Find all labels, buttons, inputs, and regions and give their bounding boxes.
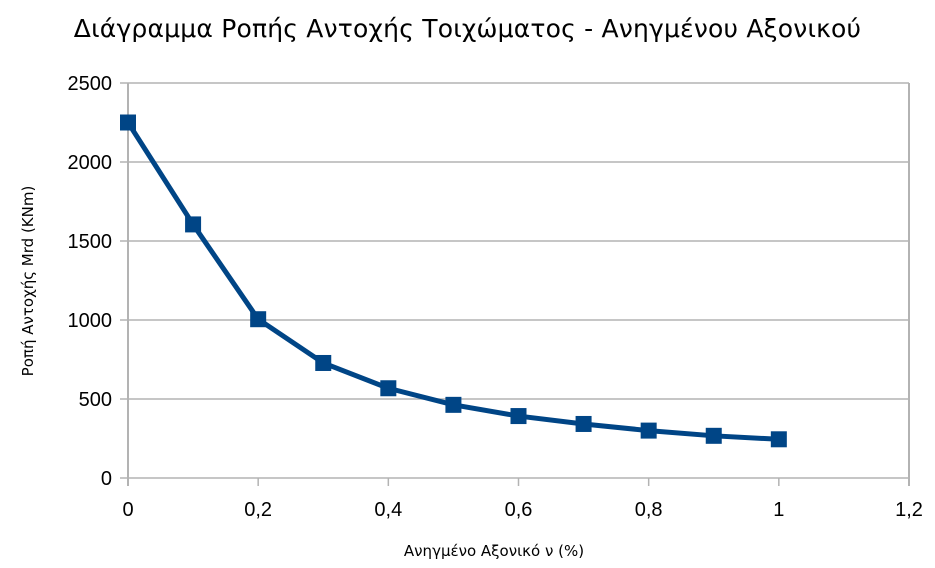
data-point-marker (640, 422, 657, 439)
y-tick-label: 1500 (68, 231, 113, 253)
x-tick-label: 1 (773, 499, 784, 521)
data-point-marker (250, 311, 267, 328)
data-point-marker (770, 431, 787, 448)
data-point-marker (705, 427, 722, 444)
x-tick-label: 0,6 (505, 499, 533, 521)
x-axis-ticks: 0 0,2 0,4 0,6 0,8 1 1,2 (122, 478, 923, 521)
y-tick-label: 2500 (68, 73, 113, 95)
y-tick-label: 1000 (68, 310, 113, 332)
series-line (125, 121, 779, 442)
data-series (120, 114, 787, 448)
y-axis-ticks: 0 500 1000 1500 2000 2500 (68, 73, 113, 490)
data-point-marker (185, 216, 202, 233)
data-point-marker (445, 396, 462, 413)
x-tick-label: 0,2 (244, 499, 272, 521)
y-tick-label: 0 (101, 468, 112, 490)
axes (127, 83, 910, 486)
data-point-marker (510, 408, 527, 425)
data-point-marker (380, 380, 397, 397)
data-point-marker (575, 415, 592, 432)
y-tick-label: 500 (79, 389, 112, 411)
y-axis-label: Ροπή Αντοχής Mrd (KNm) (19, 186, 37, 377)
x-axis-label: Ανηγμένο Αξονικό ν (%) (404, 542, 584, 560)
y-tick-label: 2000 (68, 152, 113, 174)
x-tick-label: 1,2 (895, 499, 923, 521)
x-tick-label: 0,8 (635, 499, 663, 521)
data-point-marker (120, 114, 136, 131)
chart-title: Διάγραμμα Ροπής Αντοχής Τοιχώματος - Ανη… (73, 14, 862, 43)
x-tick-label: 0 (122, 499, 133, 521)
data-point-marker (315, 354, 332, 371)
x-tick-label: 0,4 (374, 499, 402, 521)
